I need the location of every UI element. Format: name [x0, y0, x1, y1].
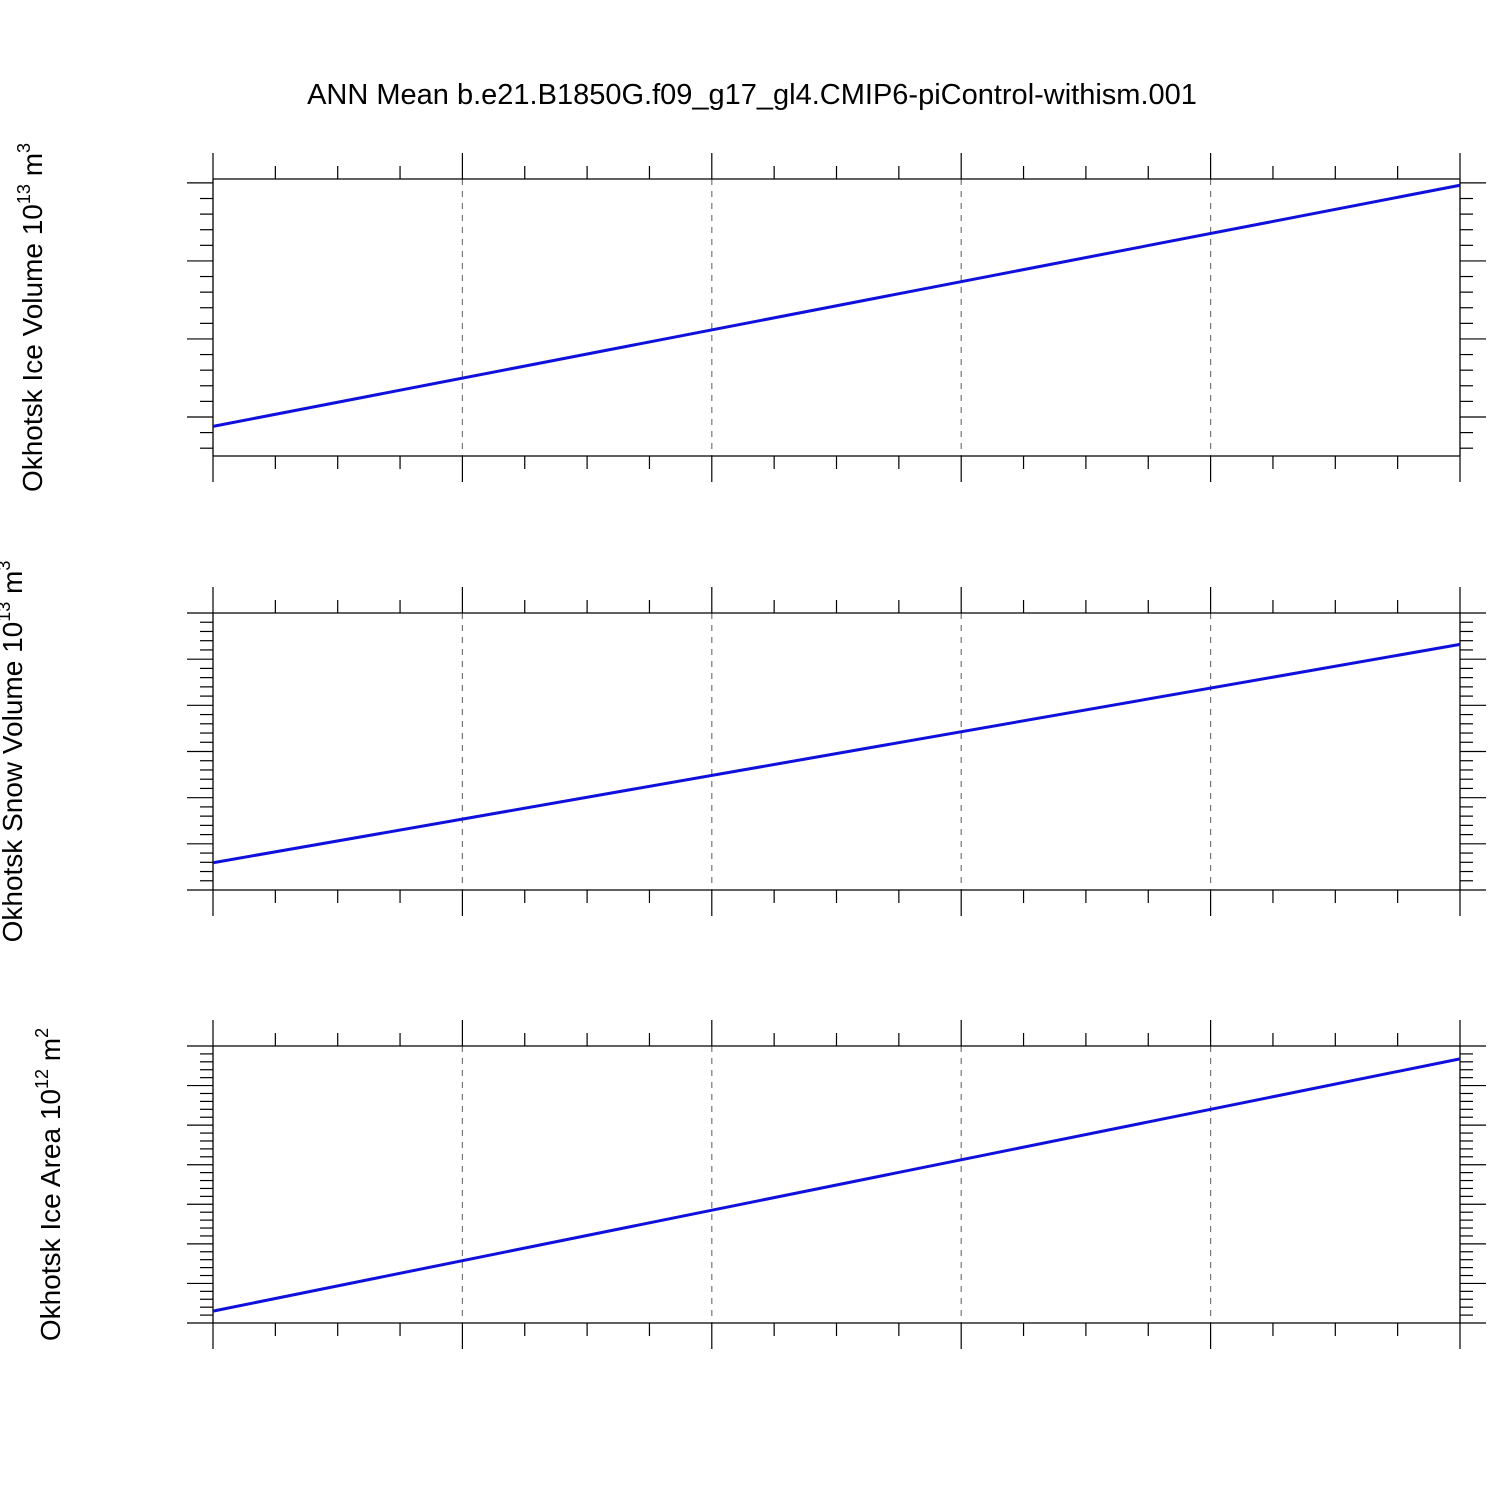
y-axis-title: Okhotsk Ice Area 1012 m2 — [32, 1028, 66, 1341]
y-axis-title-unit-exponent: 2 — [32, 1028, 52, 1038]
y-axis-title-unit-exponent: 3 — [14, 143, 34, 153]
y-axis-title-text: Okhotsk Snow Volume 10 — [0, 622, 28, 943]
panel-ice-area: Okhotsk Ice Area 1012 m2 — [32, 1020, 1486, 1349]
y-axis-title-text: Okhotsk Ice Area 10 — [35, 1089, 66, 1341]
panel-snow-volume: Okhotsk Snow Volume 1013 m3 — [0, 561, 1486, 943]
y-axis-title-text: Okhotsk Ice Volume 10 — [17, 204, 48, 492]
y-axis-title-unit: m — [17, 153, 48, 184]
figure-title: ANN Mean b.e21.B1850G.f09_g17_gl4.CMIP6-… — [307, 79, 1197, 111]
y-axis-title-unit: m — [35, 1038, 66, 1069]
series-line — [212, 1057, 1461, 1313]
series-line — [212, 642, 1461, 865]
y-axis-title: Okhotsk Ice Volume 1013 m3 — [14, 143, 48, 492]
y-axis-title: Okhotsk Snow Volume 1013 m3 — [0, 561, 28, 943]
y-axis-title-unit-exponent: 3 — [0, 561, 14, 571]
series-line — [212, 183, 1461, 428]
y-axis-title-exponent: 13 — [0, 602, 14, 622]
panel-ice-volume: Okhotsk Ice Volume 1013 m3 — [14, 143, 1486, 492]
y-axis-title-exponent: 13 — [14, 184, 34, 204]
y-axis-title-unit: m — [0, 571, 28, 602]
y-axis-title-exponent: 12 — [32, 1069, 52, 1089]
